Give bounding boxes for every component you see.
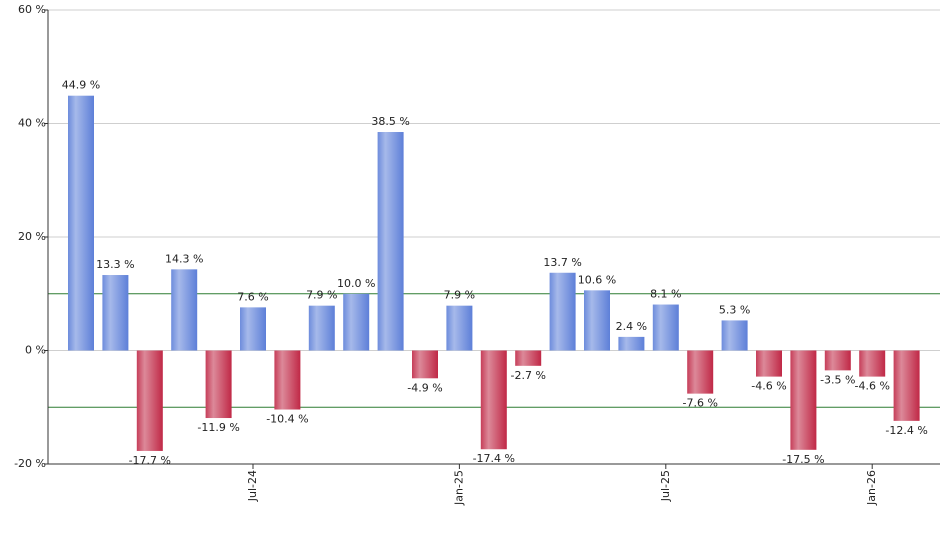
value-label: -17.5 % — [782, 453, 824, 466]
y-tick-label: 40 % — [18, 117, 46, 130]
bar — [549, 272, 576, 351]
y-tick-label: 20 % — [18, 230, 46, 243]
value-label: 5.3 % — [719, 303, 750, 316]
value-label: 13.3 % — [96, 258, 134, 271]
value-label: -3.5 % — [820, 373, 855, 386]
x-tick-label: Jan-25 — [452, 470, 465, 506]
bar — [412, 350, 438, 379]
bar — [652, 304, 679, 351]
x-tick-label: Jul-25 — [659, 470, 672, 502]
bar — [721, 320, 748, 351]
bar — [618, 336, 645, 351]
x-tick-label: Jan-26 — [865, 470, 878, 506]
bar — [68, 95, 94, 351]
bar — [687, 350, 714, 394]
bar — [480, 350, 507, 450]
value-label: 10.6 % — [578, 273, 616, 286]
bar — [756, 350, 782, 377]
value-label: 8.1 % — [650, 288, 681, 301]
value-label: 7.9 % — [306, 289, 337, 302]
bar — [584, 290, 610, 351]
bar — [240, 307, 266, 351]
value-label: -7.6 % — [682, 397, 717, 410]
value-label: 7.6 % — [237, 290, 268, 303]
bar — [343, 293, 370, 351]
value-label: -4.6 % — [854, 380, 889, 393]
value-label: 10.0 % — [337, 277, 375, 290]
value-label: -10.4 % — [266, 413, 308, 426]
value-label: -11.9 % — [197, 421, 239, 434]
value-label: -4.9 % — [407, 381, 442, 394]
value-label: 13.7 % — [543, 256, 581, 269]
value-label: -12.4 % — [885, 424, 927, 437]
bar — [893, 350, 920, 421]
value-label: 44.9 % — [62, 79, 100, 92]
value-label: -2.7 % — [510, 369, 545, 382]
y-tick-label: 60 % — [18, 3, 46, 16]
bar — [136, 350, 163, 451]
bar — [102, 275, 129, 351]
bar — [171, 269, 198, 351]
value-label: -17.4 % — [473, 452, 515, 465]
bar — [790, 350, 817, 450]
y-tick-label: 0 % — [25, 344, 46, 357]
value-label: 38.5 % — [371, 115, 409, 128]
value-label: -4.6 % — [751, 380, 786, 393]
bar — [377, 132, 404, 351]
value-label: 14.3 % — [165, 252, 203, 265]
bar — [515, 350, 542, 366]
value-label: 2.4 % — [616, 320, 647, 333]
bar — [308, 305, 335, 351]
value-label: 7.9 % — [444, 289, 475, 302]
bar — [446, 305, 473, 351]
y-tick-label: -20 % — [14, 457, 46, 470]
bar — [274, 350, 301, 410]
bar — [859, 350, 886, 377]
bar — [205, 350, 232, 419]
value-label: -17.7 % — [129, 454, 171, 467]
bar — [824, 350, 851, 371]
x-tick-label: Jul-24 — [246, 470, 259, 502]
